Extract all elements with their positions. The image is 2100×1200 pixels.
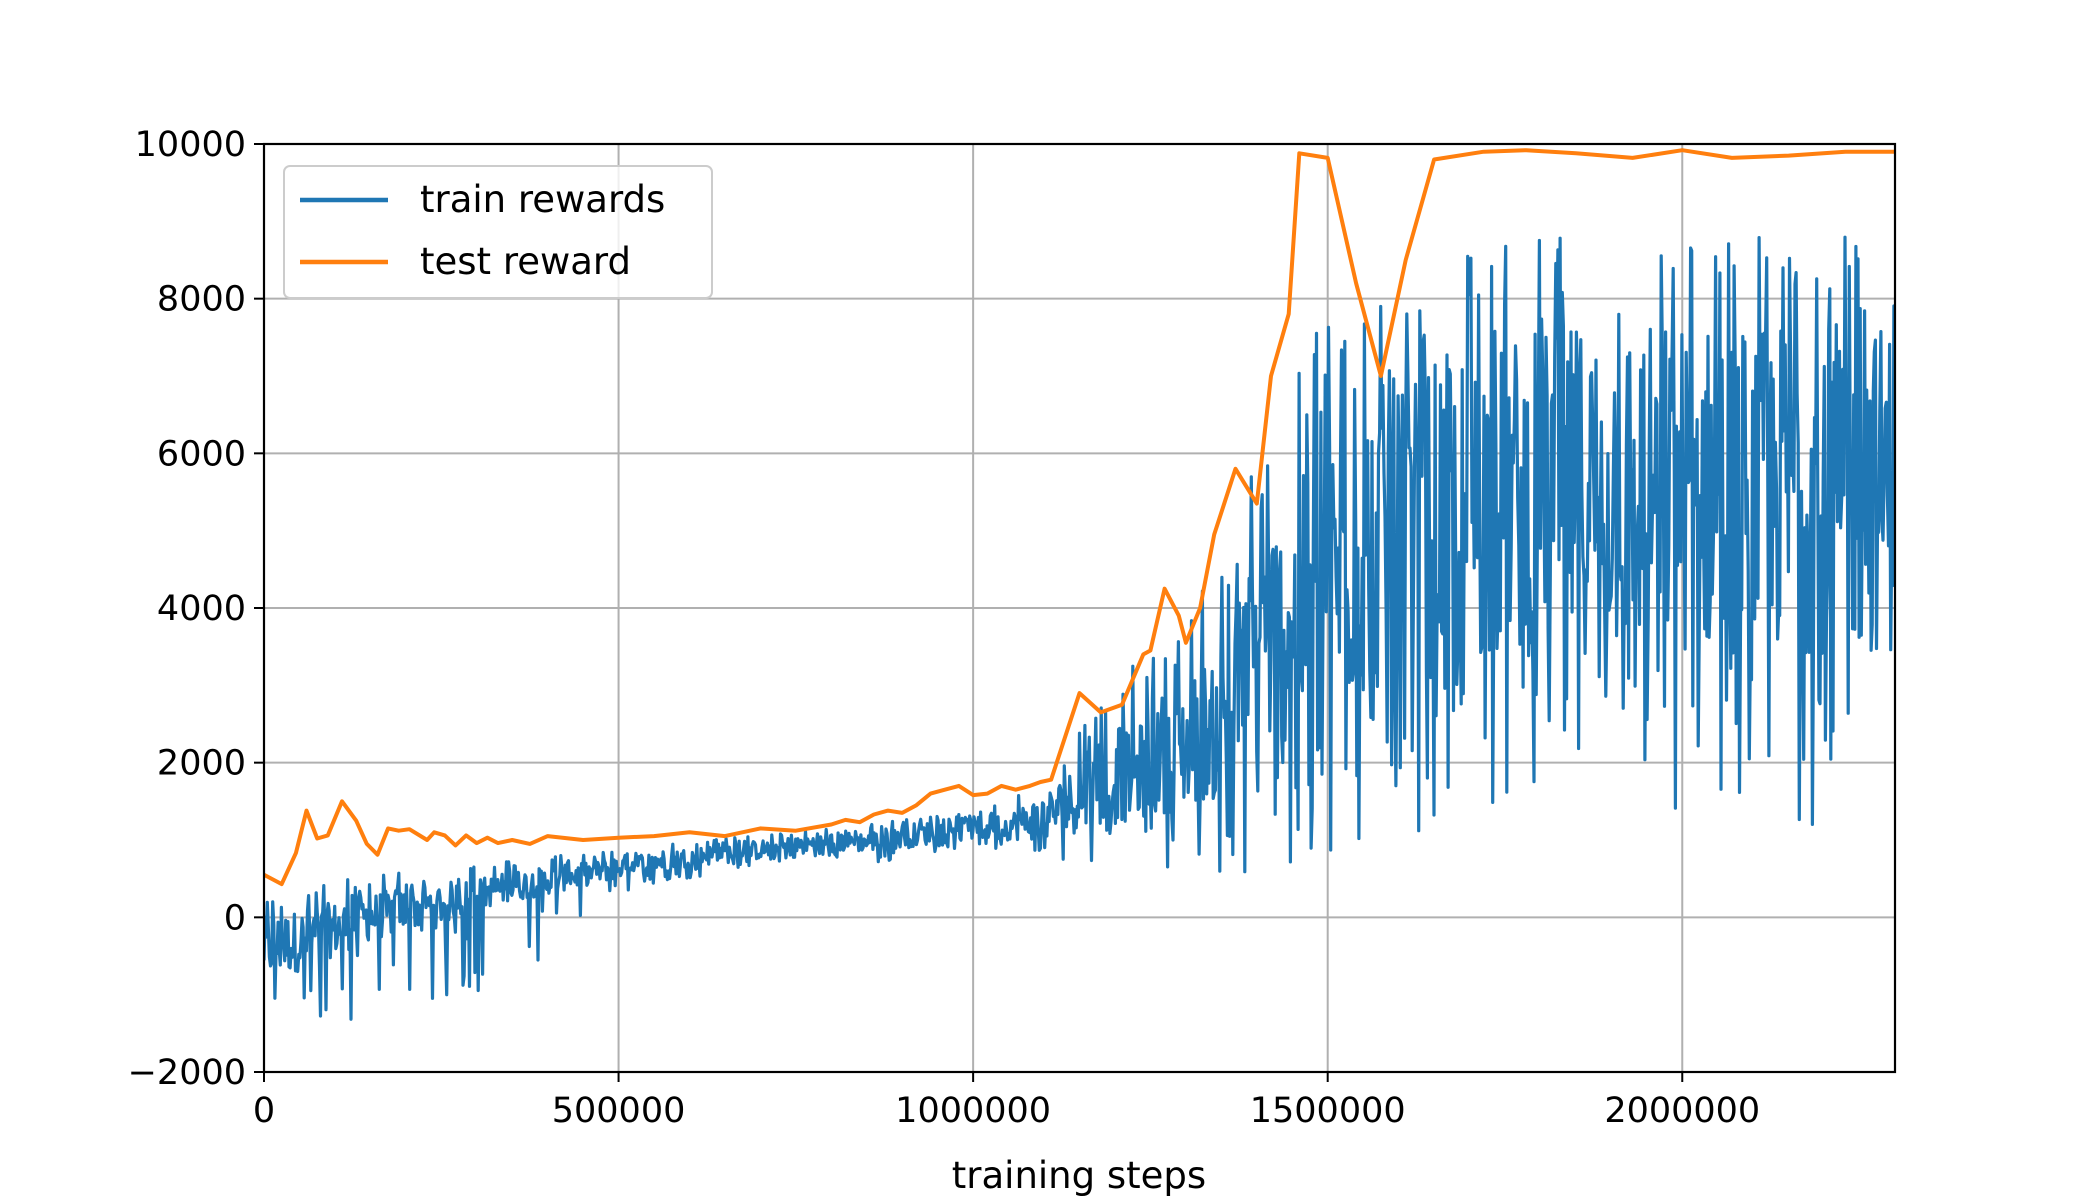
train-rewards-line bbox=[264, 235, 1895, 1021]
y-tick-label: 8000 bbox=[157, 280, 246, 320]
test-reward-line bbox=[264, 148, 1895, 887]
x-tick-label: 1500000 bbox=[1250, 1091, 1406, 1131]
x-tick-label: 1000000 bbox=[895, 1091, 1051, 1131]
x-tick-label: 500000 bbox=[552, 1091, 686, 1131]
y-tick-label: 2000 bbox=[157, 744, 246, 784]
x-axis-ticks: 0 500000 1000000 1500000 2000000 bbox=[253, 1072, 1760, 1131]
x-tick-label: 0 bbox=[253, 1091, 275, 1131]
legend-train-label: train rewards bbox=[420, 178, 665, 221]
x-tick-label: 2000000 bbox=[1604, 1091, 1760, 1131]
y-tick-label: 6000 bbox=[157, 434, 246, 474]
train-rewards-series bbox=[264, 235, 1895, 1021]
x-axis-title: training steps bbox=[952, 1154, 1206, 1197]
grid bbox=[263, 143, 1895, 1073]
y-tick-label: 4000 bbox=[157, 589, 246, 629]
legend: train rewards test reward bbox=[283, 165, 713, 299]
y-tick-label: 0 bbox=[224, 898, 246, 938]
legend-test-label: test reward bbox=[420, 240, 631, 283]
y-tick-label: −2000 bbox=[128, 1053, 246, 1093]
y-tick-label: 10000 bbox=[135, 125, 246, 165]
series-layer bbox=[264, 148, 1895, 1021]
y-axis-ticks: −2000 0 2000 4000 6000 8000 10000 bbox=[128, 125, 264, 1093]
legend-box bbox=[283, 165, 713, 299]
